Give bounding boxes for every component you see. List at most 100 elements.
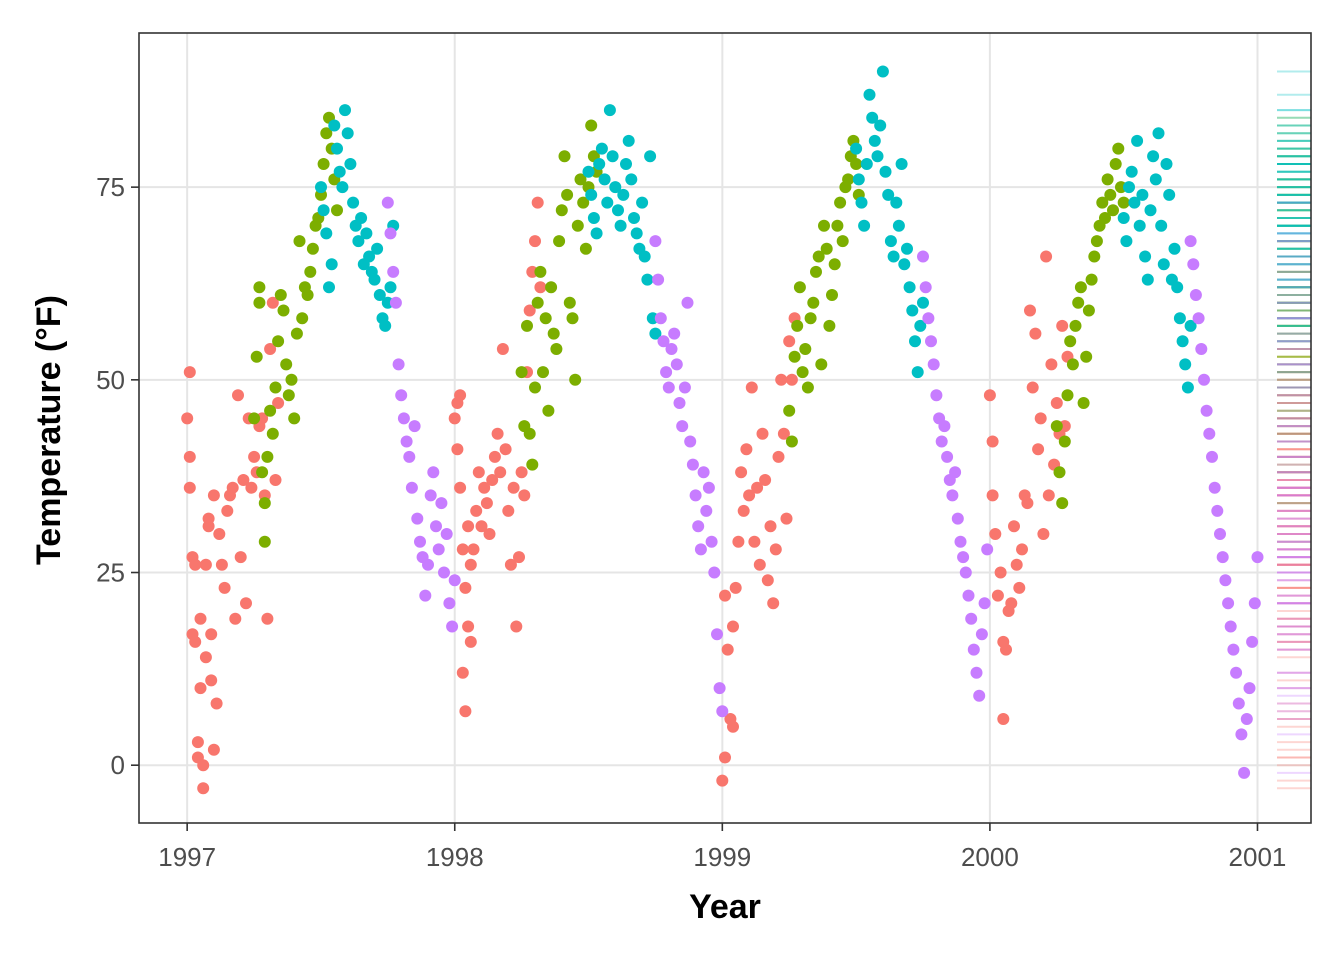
winter-point [780,512,793,525]
spring-point [258,535,271,548]
winter-point [207,743,220,756]
autumn-point [678,381,691,394]
winter-point [183,481,196,494]
winter-point [1037,528,1050,540]
winter-point [1016,543,1028,556]
autumn-point [1211,504,1224,517]
summer-point [625,173,638,186]
summer-point [871,150,884,163]
spring-point [801,381,814,394]
winter-point [486,474,499,486]
winter-point [448,412,461,425]
autumn-point [975,628,988,641]
rug-marks [1277,70,1311,790]
summer-point [371,242,384,255]
summer-point [863,88,876,101]
autumn-point [922,312,935,325]
winter-point [491,427,504,440]
autumn-point [414,535,426,548]
winter-point [197,759,210,772]
winter-point [1042,489,1055,502]
summer-point [644,150,657,163]
winter-point [213,528,226,540]
winter-point [221,504,234,517]
autumn-point [713,682,726,695]
winter-point [229,612,242,625]
spring-point [320,127,333,140]
spring-point [547,327,560,340]
winter-point [751,481,764,494]
winter-point [478,481,491,494]
winter-point [194,682,207,695]
winter-point [199,651,212,664]
winter-point [518,489,531,502]
spring-point [523,427,536,440]
winter-point [732,535,745,548]
winter-point [1021,497,1034,510]
winter-point [207,489,220,502]
winter-point [748,535,761,548]
winter-point [529,235,541,248]
winter-point [215,558,228,571]
autumn-point [440,528,453,540]
summer-point [1171,281,1184,294]
autumn-point [670,358,683,371]
winter-point [194,612,207,625]
winter-point [1005,597,1018,610]
winter-point [767,597,780,610]
winter-point [721,643,734,656]
autumn-point [957,551,970,564]
winter-point [226,481,239,494]
summer-point [868,134,881,147]
spring-point [250,350,263,363]
winter-point [994,566,1007,579]
summer-point [917,296,929,309]
autumn-point [692,520,705,533]
summer-point [1147,150,1160,163]
autumn-point [1208,481,1221,494]
y-tick-label: 50 [96,365,125,395]
winter-point [1000,643,1012,656]
spring-point [788,350,801,363]
spring-point [571,219,584,232]
winter-point [1029,327,1042,340]
spring-point [317,158,330,170]
summer-point [638,250,651,263]
winter-point [248,450,261,463]
winter-point [234,551,247,564]
summer-point [892,219,905,232]
autumn-point [1251,551,1264,564]
summer-point [325,258,338,271]
summer-point [1133,219,1146,232]
autumn-point [1248,597,1261,610]
winter-point [488,450,501,463]
winter-point [237,474,250,486]
spring-point [515,366,528,379]
autumn-point [689,489,702,502]
spring-point [285,373,298,386]
winter-point [456,666,469,679]
winter-point [737,504,750,517]
autumn-point [941,450,954,463]
x-axis: 1997 1998 1999 2000 2001 [158,823,1286,872]
autumn-point [917,250,929,263]
spring-point [1080,350,1093,363]
autumn-point [681,296,694,309]
summer-point [587,212,600,224]
summer-point [1144,204,1157,217]
summer-point [1152,127,1165,140]
autumn-point [1192,312,1205,325]
autumn-point [1230,666,1243,679]
autumn-point [657,335,670,348]
winter-point [1013,581,1026,594]
spring-point [831,219,844,232]
data-points [181,65,1264,795]
summer-point [317,204,330,217]
spring-point [1056,497,1069,510]
spring-point [248,412,261,425]
autumn-point [408,420,421,433]
winter-point [183,366,196,379]
summer-point [649,327,662,340]
spring-point [823,319,836,332]
spring-point [253,296,266,309]
